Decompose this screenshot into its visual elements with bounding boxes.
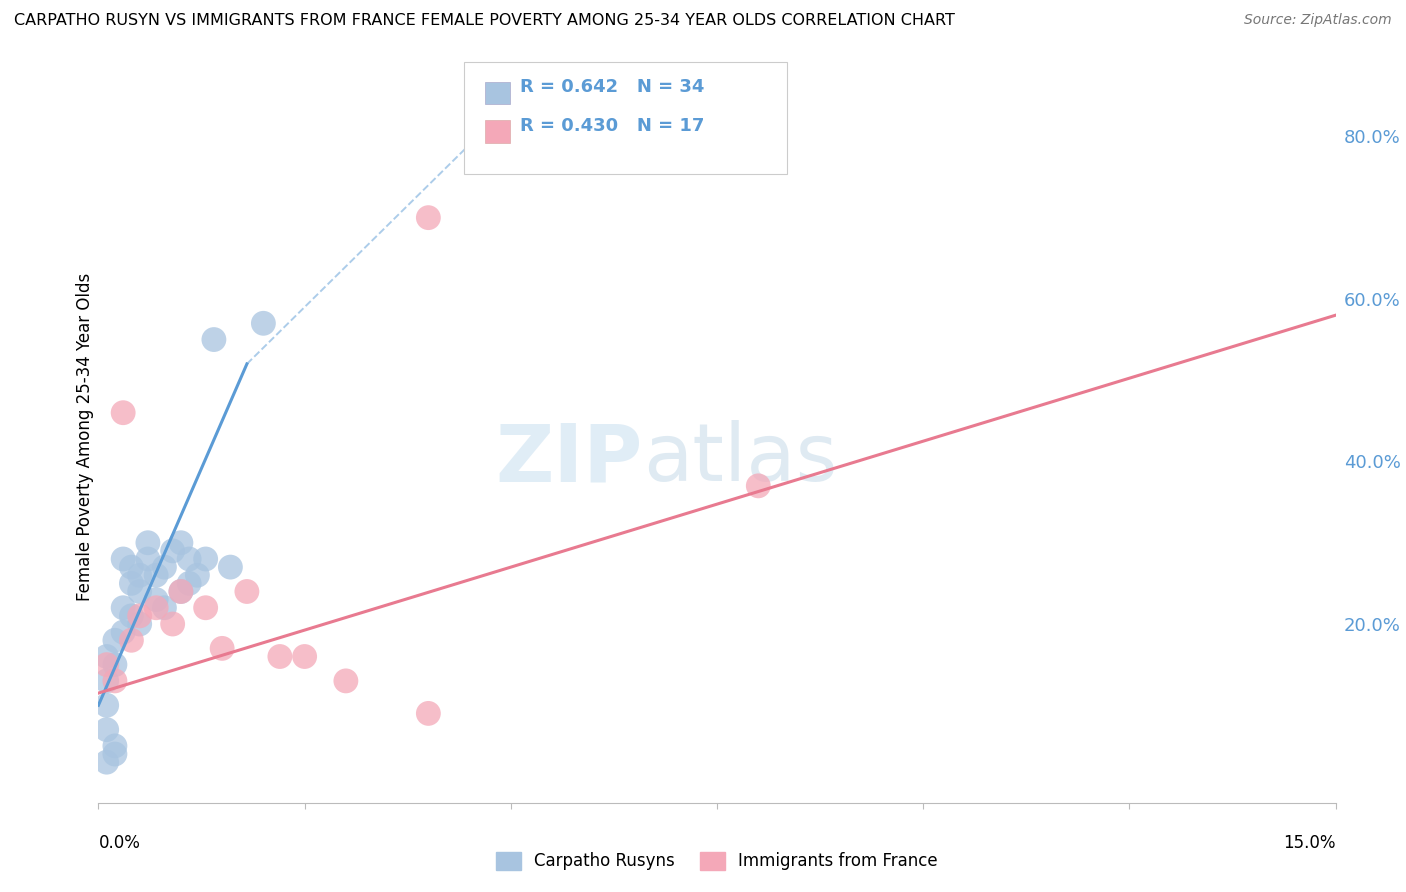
Point xyxy=(136,552,159,566)
Text: atlas: atlas xyxy=(643,420,837,498)
Point xyxy=(335,673,357,688)
Point xyxy=(145,568,167,582)
Point xyxy=(219,560,242,574)
Point xyxy=(96,723,118,737)
Point xyxy=(120,633,142,648)
Point xyxy=(96,755,118,769)
Point xyxy=(194,600,217,615)
Point xyxy=(236,584,259,599)
Point xyxy=(747,479,769,493)
Point xyxy=(128,608,150,623)
Point xyxy=(202,333,225,347)
Point xyxy=(96,673,118,688)
Point xyxy=(128,568,150,582)
Point xyxy=(96,698,118,713)
Point xyxy=(104,633,127,648)
Y-axis label: Female Poverty Among 25-34 Year Olds: Female Poverty Among 25-34 Year Olds xyxy=(76,273,94,601)
Point xyxy=(120,608,142,623)
Point xyxy=(170,535,193,549)
Point xyxy=(96,649,118,664)
Point xyxy=(112,552,135,566)
Point xyxy=(136,535,159,549)
Text: Source: ZipAtlas.com: Source: ZipAtlas.com xyxy=(1244,13,1392,28)
Point xyxy=(112,625,135,640)
Point xyxy=(162,617,184,632)
Point xyxy=(112,600,135,615)
Point xyxy=(153,600,176,615)
Point xyxy=(128,584,150,599)
Point xyxy=(170,584,193,599)
Text: R = 0.430   N = 17: R = 0.430 N = 17 xyxy=(520,117,704,135)
Point xyxy=(128,617,150,632)
Point xyxy=(145,592,167,607)
Point xyxy=(194,552,217,566)
Point xyxy=(104,657,127,672)
Point xyxy=(96,657,118,672)
Point xyxy=(179,552,201,566)
Point xyxy=(269,649,291,664)
Point xyxy=(112,406,135,420)
Text: ZIP: ZIP xyxy=(495,420,643,498)
Point xyxy=(120,560,142,574)
Point xyxy=(211,641,233,656)
Text: CARPATHO RUSYN VS IMMIGRANTS FROM FRANCE FEMALE POVERTY AMONG 25-34 YEAR OLDS CO: CARPATHO RUSYN VS IMMIGRANTS FROM FRANCE… xyxy=(14,13,955,29)
Legend: Carpatho Rusyns, Immigrants from France: Carpatho Rusyns, Immigrants from France xyxy=(488,843,946,879)
Point xyxy=(120,576,142,591)
Point xyxy=(179,576,201,591)
Point xyxy=(186,568,208,582)
Point xyxy=(104,739,127,753)
Point xyxy=(170,584,193,599)
Point xyxy=(104,747,127,761)
Point xyxy=(104,673,127,688)
Text: R = 0.642   N = 34: R = 0.642 N = 34 xyxy=(520,78,704,96)
Text: 15.0%: 15.0% xyxy=(1284,834,1336,852)
Text: 0.0%: 0.0% xyxy=(98,834,141,852)
Point xyxy=(162,544,184,558)
Point xyxy=(294,649,316,664)
Point xyxy=(418,211,440,225)
Point xyxy=(418,706,440,721)
Point xyxy=(145,600,167,615)
Point xyxy=(153,560,176,574)
Point xyxy=(252,316,274,330)
